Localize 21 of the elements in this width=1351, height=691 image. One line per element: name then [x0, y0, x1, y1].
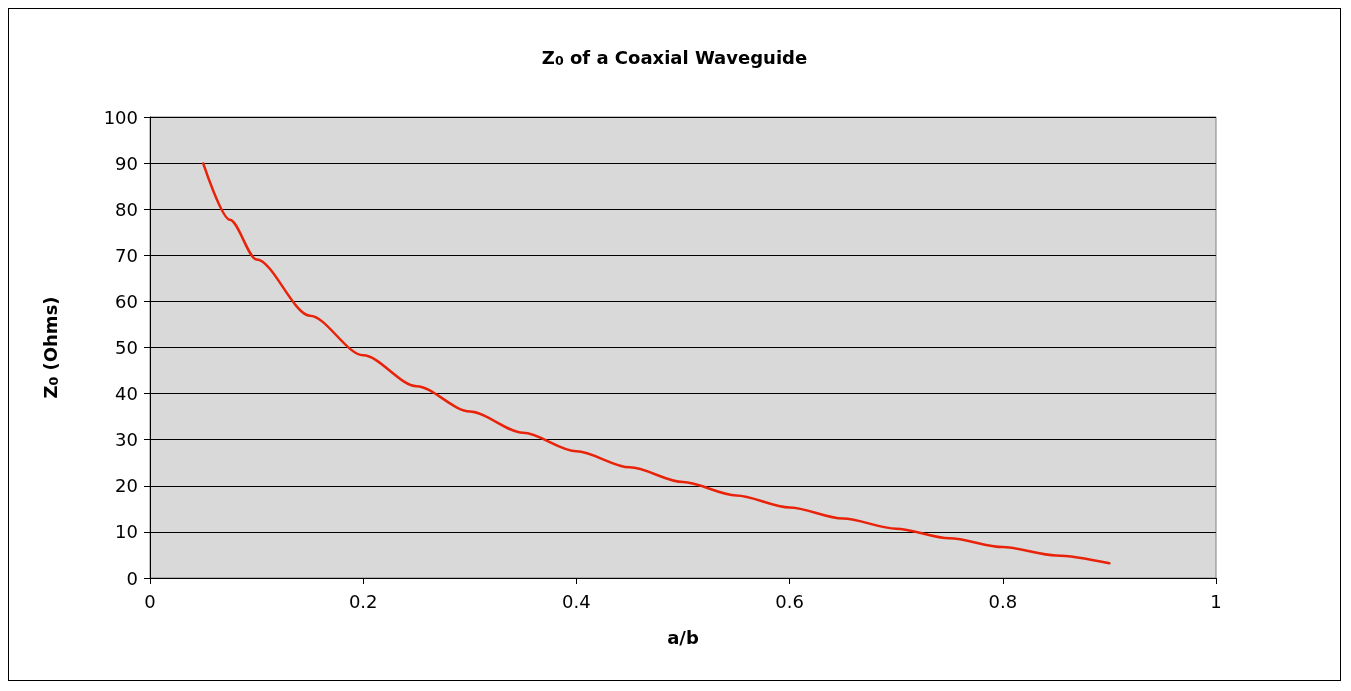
x-tick-label: 0.4	[562, 590, 591, 612]
y-tick-label: 30	[115, 429, 138, 451]
x-tick-label: 0.2	[348, 590, 378, 612]
x-tick-label: 0	[144, 590, 156, 612]
y-tick-label: 70	[115, 244, 138, 266]
chart-title: Z0 of a Coaxial Waveguide	[541, 47, 808, 69]
y-axis-title: Z0 (Ohms)	[39, 296, 61, 399]
y-tick-label: 10	[115, 521, 138, 543]
y-tick-label: 100	[103, 106, 138, 128]
y-tick-label: 40	[115, 383, 138, 405]
y-tick-label: 20	[115, 475, 138, 497]
line-series	[202, 162, 1111, 565]
y-tick-label: 90	[115, 152, 138, 174]
x-tick-label: 0.6	[775, 590, 804, 612]
y-tick-label: 80	[115, 198, 138, 220]
x-tick-label: 0.8	[988, 590, 1018, 612]
y-tick-label: 0	[126, 567, 138, 589]
x-tick-label: 1	[1210, 590, 1222, 612]
y-tick-label: 60	[115, 290, 138, 312]
y-tick-label: 50	[115, 337, 138, 358]
x-axis-title: a/b	[667, 626, 699, 648]
